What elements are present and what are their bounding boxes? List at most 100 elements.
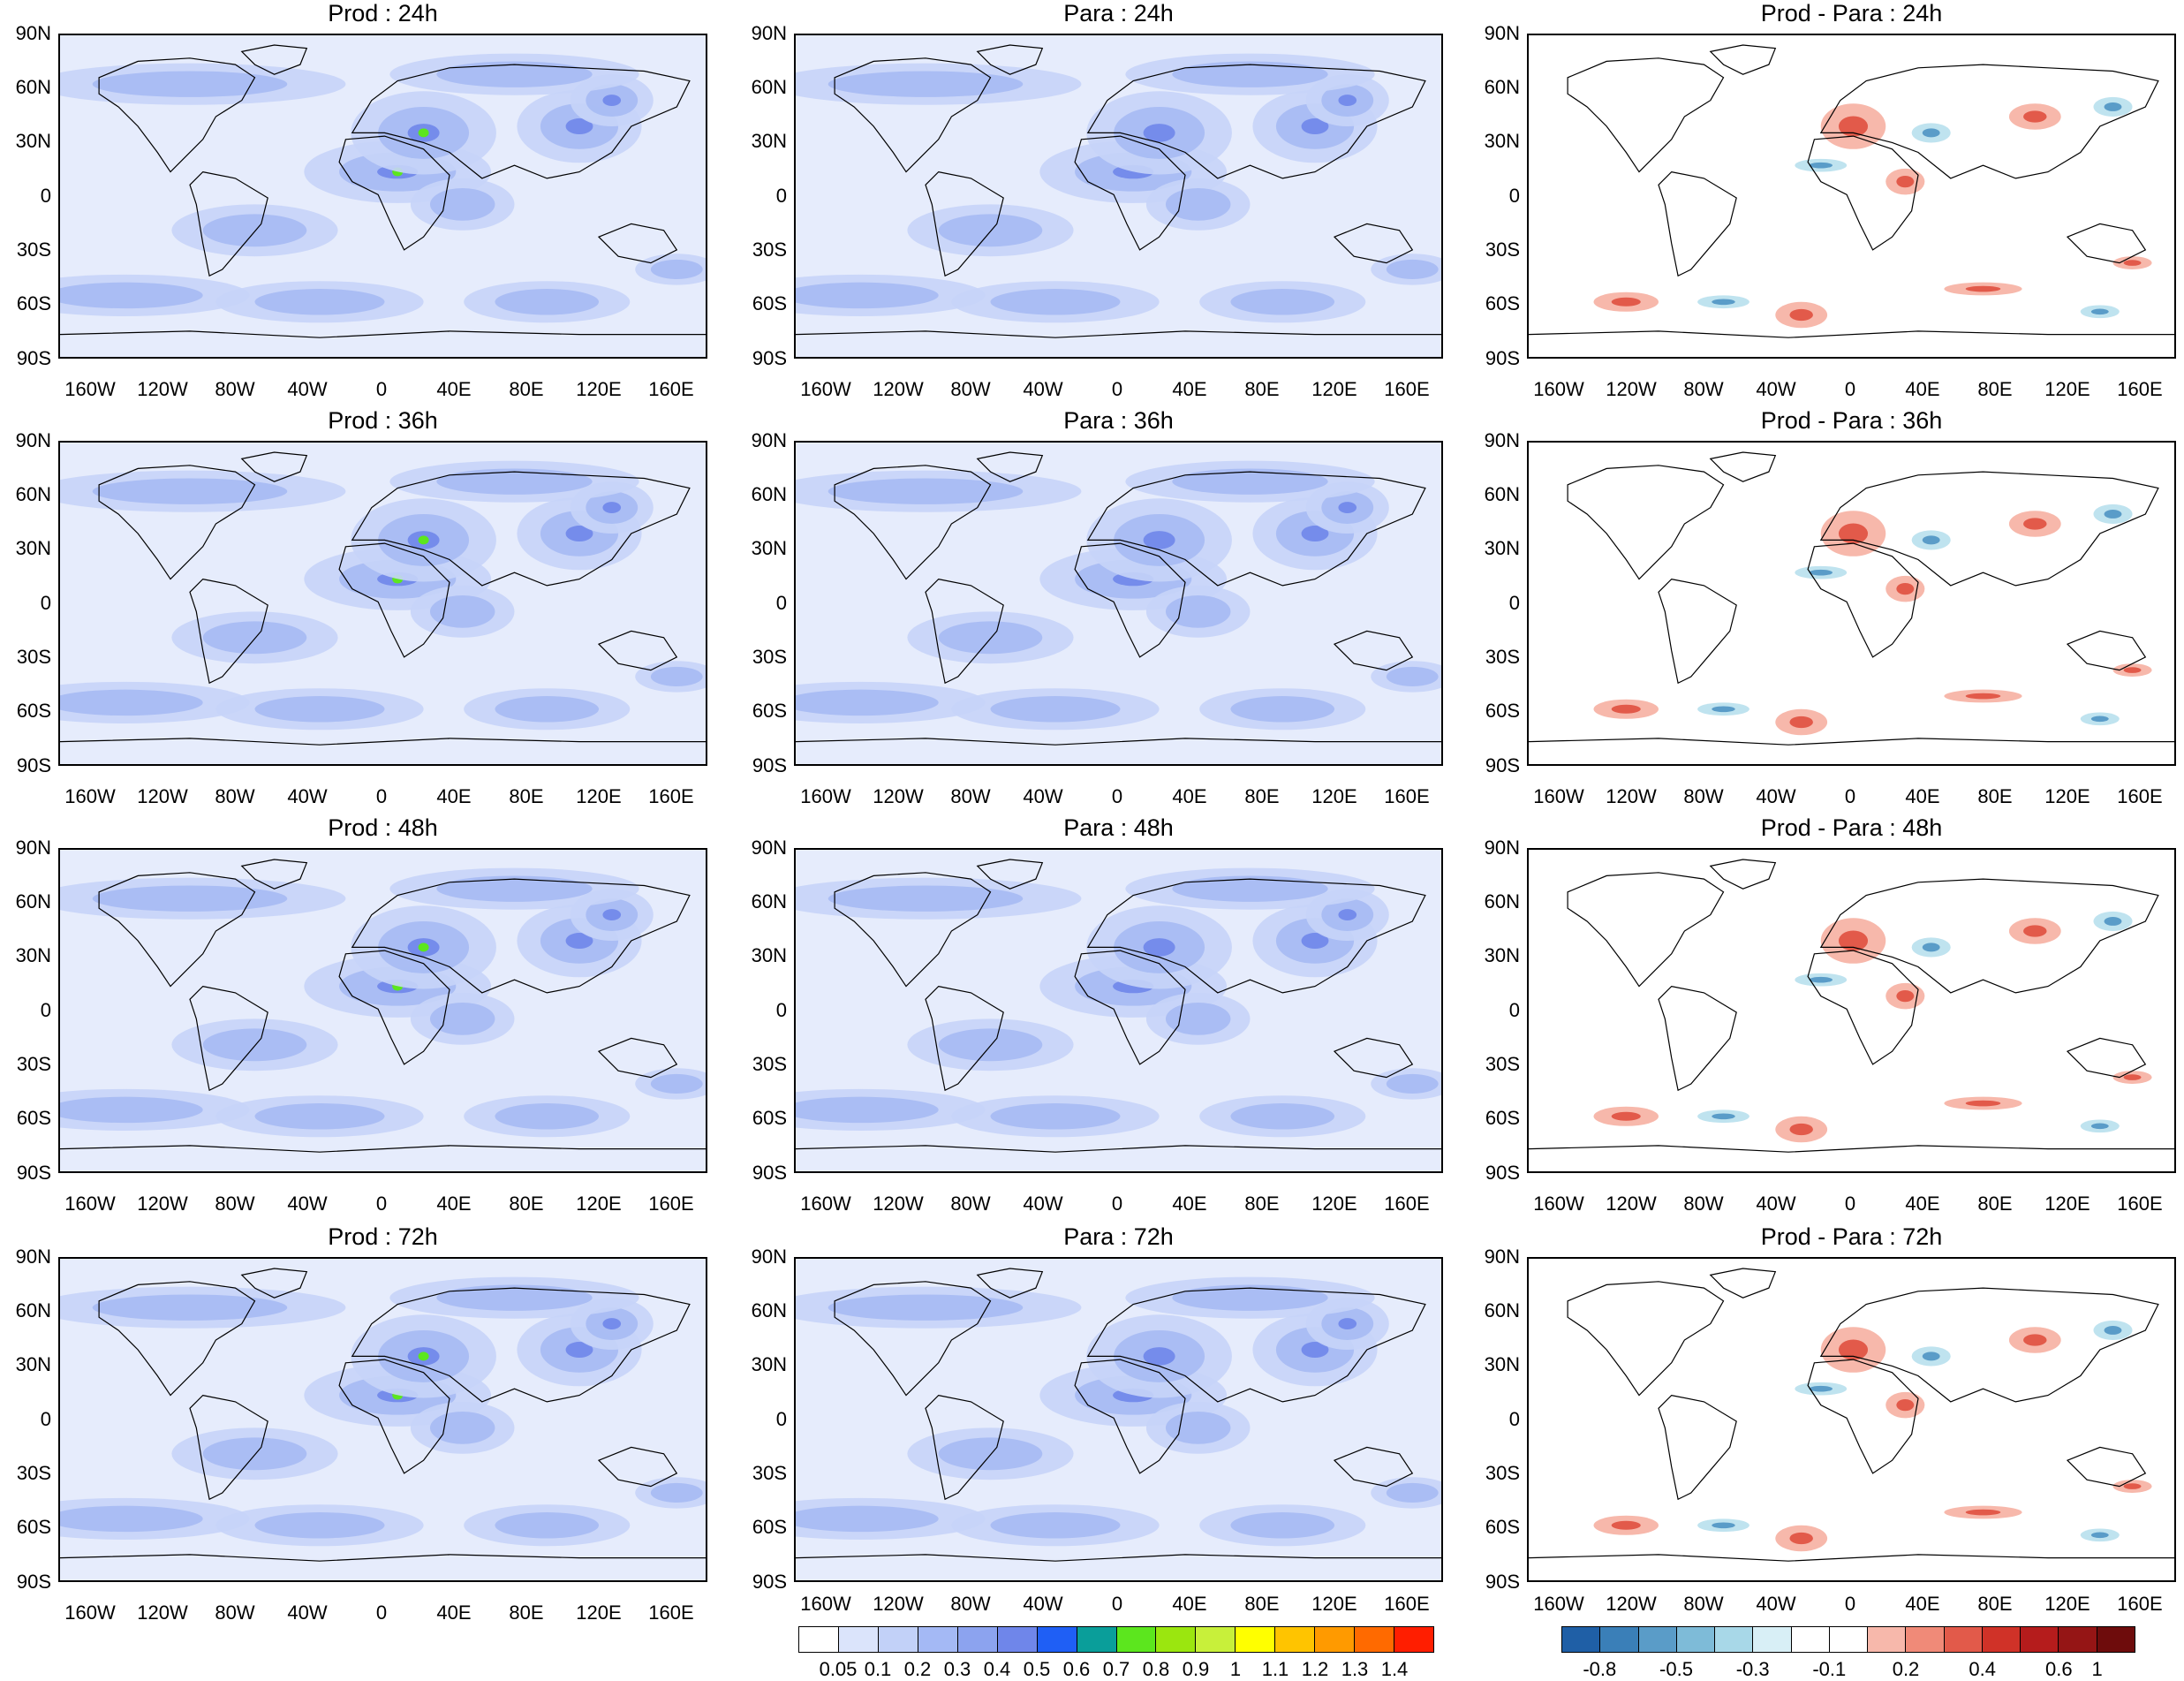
map-panel bbox=[794, 1257, 1443, 1582]
longitude-label: 160W bbox=[800, 1193, 851, 1215]
colorbar-swatch bbox=[2021, 1627, 2059, 1652]
colorbar-swatch bbox=[1715, 1627, 1754, 1652]
longitude-label: 160W bbox=[800, 1593, 851, 1615]
latitude-label: 90N bbox=[751, 429, 787, 451]
longitude-label: 40W bbox=[1023, 1193, 1063, 1215]
longitude-label: 80E bbox=[509, 1193, 544, 1215]
latitude-label: 60N bbox=[1484, 483, 1520, 505]
colorbar-swatch bbox=[2097, 1627, 2135, 1652]
longitude-label: 80E bbox=[509, 785, 544, 807]
latitude-label: 0 bbox=[1508, 1408, 1520, 1430]
field-contours bbox=[796, 1276, 1441, 1547]
longitude-label: 120E bbox=[2044, 785, 2090, 807]
longitude-label: 0 bbox=[1844, 1593, 1856, 1615]
colorbar-label: 0.1 bbox=[864, 1658, 892, 1680]
latitude-label: 90N bbox=[1484, 22, 1520, 44]
colorbar-label: 0.9 bbox=[1182, 1658, 1210, 1680]
longitude-label: 120W bbox=[137, 1193, 188, 1215]
latitude-label: 0 bbox=[40, 185, 51, 207]
latitude-label: 0 bbox=[775, 999, 787, 1021]
panel-title: Prod : 24h bbox=[328, 0, 438, 27]
panel-title: Para : 48h bbox=[1063, 814, 1174, 841]
longitude-label: 80W bbox=[215, 785, 255, 807]
panel-title: Prod - Para : 36h bbox=[1760, 407, 1943, 434]
colorbar-label: 1.3 bbox=[1341, 1658, 1369, 1680]
colorbar-label: -0.5 bbox=[1659, 1658, 1693, 1680]
longitude-label: 120E bbox=[576, 785, 622, 807]
colorbar-swatch bbox=[878, 1627, 918, 1652]
latitude-label: 30S bbox=[16, 646, 51, 668]
longitude-label: 120E bbox=[2044, 1593, 2090, 1615]
latitude-label: 90N bbox=[751, 1246, 787, 1268]
map-panel bbox=[1527, 848, 2176, 1173]
field-contours bbox=[796, 867, 1441, 1138]
latitude-label: 0 bbox=[775, 185, 787, 207]
longitude-label: 40E bbox=[436, 1193, 472, 1215]
panel-title: Para : 72h bbox=[1063, 1223, 1174, 1250]
longitude-label: 160E bbox=[648, 1193, 694, 1215]
map-canvas bbox=[1529, 443, 2174, 764]
field-contours bbox=[60, 867, 706, 1138]
longitude-label: 160E bbox=[648, 785, 694, 807]
longitude-label: 160E bbox=[648, 378, 694, 400]
longitude-label: 80E bbox=[509, 378, 544, 400]
colorbar-label: 0.2 bbox=[1892, 1658, 1920, 1680]
field-contours bbox=[60, 1276, 706, 1547]
latitude-label: 30S bbox=[1485, 646, 1520, 668]
longitude-label: 80E bbox=[1244, 1193, 1280, 1215]
panel-title: Para : 36h bbox=[1063, 407, 1174, 434]
longitude-label: 0 bbox=[1111, 1593, 1123, 1615]
longitude-label: 80W bbox=[950, 1593, 991, 1615]
latitude-label: 0 bbox=[1508, 999, 1520, 1021]
colorbar-swatch bbox=[1600, 1627, 1639, 1652]
longitude-label: 0 bbox=[375, 1601, 388, 1624]
latitude-label: 90S bbox=[752, 1571, 787, 1593]
latitude-label: 90S bbox=[16, 347, 51, 369]
longitude-label: 40W bbox=[1023, 378, 1063, 400]
longitude-label: 40W bbox=[1756, 1593, 1796, 1615]
longitude-label: 120W bbox=[137, 1601, 188, 1624]
longitude-label: 120W bbox=[873, 785, 924, 807]
longitude-label: 80W bbox=[950, 1193, 991, 1215]
longitude-label: 40W bbox=[287, 378, 328, 400]
colorbar-label: 0.4 bbox=[983, 1658, 1011, 1680]
longitude-label: 40E bbox=[436, 378, 472, 400]
latitude-label: 90S bbox=[752, 754, 787, 776]
latitude-label: 90N bbox=[15, 1246, 51, 1268]
latitude-label: 30S bbox=[752, 646, 787, 668]
latitude-label: 60N bbox=[751, 483, 787, 505]
colorbar-label: -0.3 bbox=[1735, 1658, 1770, 1680]
longitude-label: 160E bbox=[2117, 785, 2163, 807]
latitude-label: 30N bbox=[1484, 944, 1520, 966]
longitude-label: 120E bbox=[576, 1601, 622, 1624]
latitude-label: 60N bbox=[751, 1299, 787, 1321]
longitude-label: 120W bbox=[1606, 378, 1657, 400]
colorbar-swatch bbox=[1196, 1627, 1236, 1652]
latitude-label: 90N bbox=[751, 837, 787, 859]
longitude-label: 0 bbox=[375, 378, 388, 400]
latitude-label: 60N bbox=[15, 890, 51, 912]
latitude-label: 30N bbox=[751, 944, 787, 966]
coastlines bbox=[1529, 859, 2174, 1153]
longitude-label: 80E bbox=[509, 1601, 544, 1624]
map-panel bbox=[58, 34, 707, 359]
colorbar-label: -0.8 bbox=[1583, 1658, 1617, 1680]
colorbar-swatch bbox=[799, 1627, 839, 1652]
colorbar-label: 1 bbox=[1229, 1658, 1242, 1680]
latitude-label: 90N bbox=[1484, 837, 1520, 859]
latitude-label: 60S bbox=[1485, 1516, 1520, 1538]
map-panel bbox=[1527, 441, 2176, 766]
map-canvas bbox=[796, 1259, 1441, 1580]
longitude-label: 0 bbox=[1844, 1193, 1856, 1215]
colorbar-swatch bbox=[2059, 1627, 2097, 1652]
map-panel bbox=[794, 441, 1443, 766]
latitude-label: 60N bbox=[15, 76, 51, 98]
longitude-label: 40W bbox=[1756, 785, 1796, 807]
colorbar-swatch bbox=[1355, 1627, 1395, 1652]
latitude-label: 60N bbox=[1484, 1299, 1520, 1321]
map-canvas bbox=[60, 35, 706, 357]
coastlines bbox=[1529, 1268, 2174, 1562]
longitude-label: 80W bbox=[1683, 378, 1724, 400]
panel-title: Prod : 36h bbox=[328, 407, 438, 434]
colorbar-main bbox=[798, 1626, 1434, 1653]
